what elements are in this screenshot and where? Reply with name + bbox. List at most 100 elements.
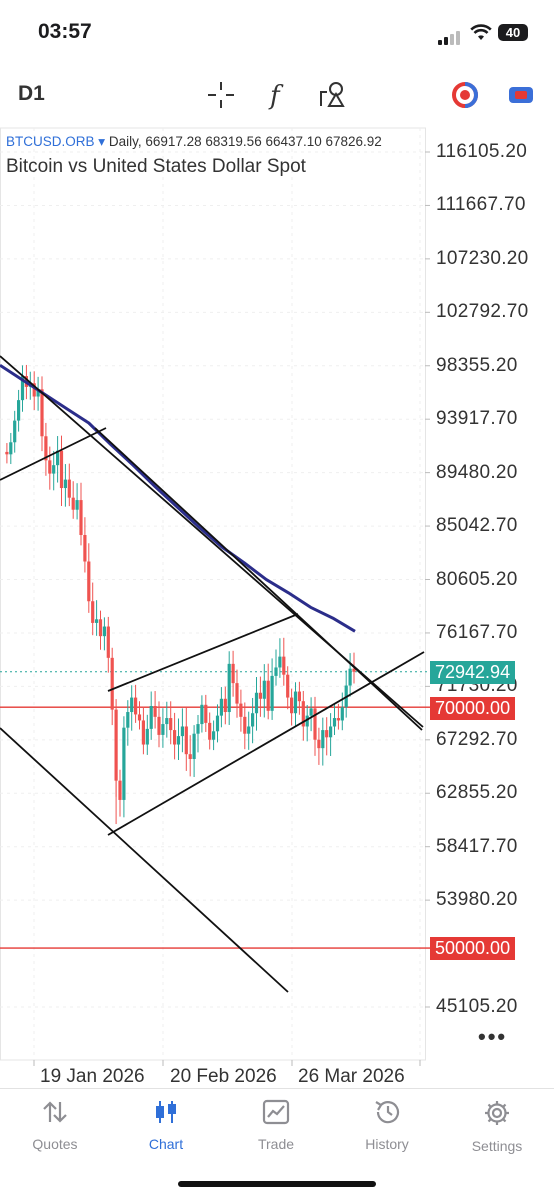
candle-body <box>122 727 126 800</box>
nav-trade[interactable]: Trade <box>226 1099 326 1152</box>
candle-body <box>301 701 305 727</box>
candle-body <box>219 698 223 716</box>
candle-body <box>274 667 278 676</box>
candle-body <box>44 436 48 461</box>
candle-body <box>192 733 196 759</box>
candle-body <box>40 389 44 437</box>
candle-body <box>9 442 13 455</box>
candle-body <box>75 500 79 510</box>
candle-body <box>215 715 220 732</box>
price-axis-label: 85042.70 <box>436 515 518 537</box>
trade-icon <box>262 1099 290 1125</box>
chart-grid <box>0 127 430 1066</box>
candle-body <box>134 697 138 715</box>
candle-body <box>305 715 309 727</box>
price-axis-label: 98355.20 <box>436 354 518 376</box>
quotes-icon <box>43 1101 67 1123</box>
price-axis-label: 102792.70 <box>436 301 529 323</box>
trend-line <box>0 727 289 993</box>
candle-body <box>223 698 227 713</box>
candle-body <box>184 726 188 755</box>
candle-body <box>176 736 181 745</box>
candle-body <box>161 724 165 735</box>
price-axis-label: 45105.20 <box>436 996 518 1017</box>
candle-body <box>32 383 36 397</box>
candle-body <box>169 718 173 731</box>
price-axis-label: 80605.20 <box>436 568 518 590</box>
price-axis-label: 93917.70 <box>436 408 518 430</box>
trend-line <box>107 651 425 836</box>
candle-body <box>293 691 298 714</box>
candle-body <box>126 712 130 728</box>
candle-body <box>71 497 75 510</box>
candles <box>5 364 356 825</box>
candle-body <box>165 718 169 725</box>
candle-body <box>149 706 153 729</box>
nav-history[interactable]: History <box>337 1099 437 1152</box>
price-axis-label: 53980.20 <box>436 889 518 911</box>
candle-body <box>290 697 294 714</box>
account-icon[interactable] <box>504 78 538 112</box>
price-axis-label: 116105.20 <box>436 141 528 162</box>
nav-chart[interactable]: Chart <box>116 1099 216 1152</box>
settings-icon <box>485 1101 509 1125</box>
candle-body <box>137 714 142 721</box>
timeframe-selector[interactable]: D1 <box>18 82 45 105</box>
candle-body <box>212 731 216 740</box>
nav-label: History <box>365 1136 409 1152</box>
candle-body <box>208 722 212 740</box>
level-70000-badge: 70000.00 <box>430 697 516 720</box>
candle-body <box>17 400 21 421</box>
candle-body <box>52 465 56 474</box>
nav-label: Trade <box>257 1136 295 1152</box>
candle-body <box>98 619 103 637</box>
home-indicator <box>178 1181 376 1187</box>
candle-body <box>348 668 352 686</box>
ohlc-readout: Daily, 66917.28 68319.56 66437.10 67826.… <box>108 134 382 149</box>
candle-body <box>313 708 317 740</box>
wifi-icon <box>470 24 492 47</box>
candle-body <box>321 730 325 749</box>
candle-body <box>95 619 99 623</box>
objects-icon[interactable] <box>316 78 350 112</box>
trend-line <box>0 427 107 481</box>
date-label: 26 Mar 2026 <box>298 1066 405 1087</box>
candle-body <box>87 561 91 602</box>
candle-body <box>153 706 157 717</box>
candle-body <box>48 460 52 474</box>
moving-average <box>0 363 356 633</box>
candle-body <box>13 420 17 443</box>
candle-body <box>254 692 259 714</box>
candle-body <box>79 500 83 536</box>
candle-body <box>227 663 231 713</box>
plot-border <box>0 127 426 1061</box>
symbol-dropdown-icon[interactable]: ▾ <box>98 134 106 149</box>
candle-body <box>56 450 60 466</box>
symbol-header[interactable]: BTCUSD.ORB ▾ Daily, 66917.28 68319.56 66… <box>6 134 382 150</box>
candle-body <box>317 739 321 749</box>
indicator-icon[interactable] <box>448 78 482 112</box>
candle-body <box>91 601 95 623</box>
candle-body <box>102 626 106 637</box>
candle-body <box>325 730 329 738</box>
chart-icon <box>156 1101 176 1123</box>
trend-lines <box>0 355 425 993</box>
candle-body <box>297 691 301 702</box>
price-axis-label: 58417.70 <box>436 835 518 857</box>
candle-body <box>239 703 243 717</box>
date-label: 20 Feb 2026 <box>170 1066 277 1087</box>
level-50000-badge: 50000.00 <box>430 937 516 960</box>
candle-body <box>336 718 340 721</box>
crosshair-icon[interactable] <box>204 78 238 112</box>
instrument-name: Bitcoin vs United States Dollar Spot <box>6 156 306 177</box>
function-icon[interactable]: f <box>260 78 294 112</box>
candle-body <box>340 707 344 721</box>
nav-settings[interactable]: Settings <box>447 1099 547 1154</box>
nav-label: Chart <box>148 1136 184 1152</box>
more-options-icon[interactable]: ••• <box>478 1024 508 1049</box>
nav-quotes[interactable]: Quotes <box>5 1099 105 1152</box>
candle-body <box>83 535 87 562</box>
candle-body <box>157 716 161 735</box>
symbol-label[interactable]: BTCUSD.ORB <box>6 134 95 149</box>
